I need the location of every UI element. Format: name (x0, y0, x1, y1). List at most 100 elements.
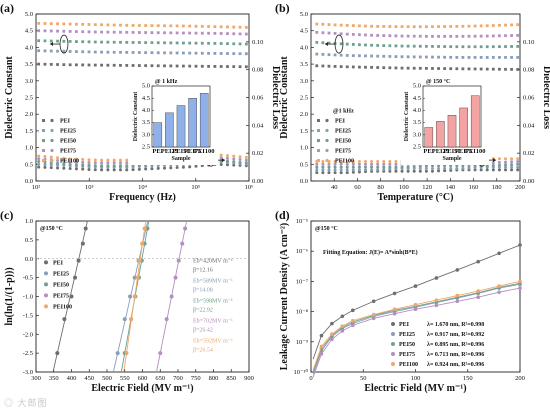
constant-point (498, 45, 501, 49)
inset-bar (459, 107, 468, 148)
eb-label: Eb=598MV m⁻¹ (193, 299, 233, 305)
data-point (319, 352, 324, 356)
legend-square (42, 139, 45, 143)
loss-point (219, 163, 223, 167)
loss-point (376, 160, 380, 164)
loss-point (87, 167, 91, 171)
inset-x-title: Sample (171, 156, 190, 162)
constant-point (449, 55, 453, 59)
constant-point (213, 31, 217, 35)
y2-tick-label: 0.04 (252, 122, 264, 129)
constant-point (315, 30, 319, 34)
loss-point (339, 162, 343, 166)
constant-point (437, 34, 440, 38)
constant-point (449, 45, 453, 49)
constant-point (182, 41, 185, 45)
constant-point (156, 24, 160, 28)
constant-point (62, 63, 66, 67)
y-tick-label: 3.0 (300, 78, 308, 85)
loss-point (351, 160, 355, 164)
inset-category-label: PEI50 (443, 148, 460, 155)
constant-point (81, 22, 85, 26)
constant-point (37, 62, 41, 66)
x-axis-title: Frequency (Hz) (109, 192, 176, 203)
loss-point (62, 156, 66, 160)
constant-point (81, 50, 85, 54)
y-tick-label: 10⁻¹⁰ (294, 368, 309, 376)
panel-label: (d) (275, 208, 290, 222)
constant-point (150, 41, 154, 45)
constant-point (106, 50, 110, 54)
loss-point (232, 157, 236, 161)
constant-point (516, 44, 520, 48)
y2-tick-label: 0.00 (252, 178, 263, 185)
data-point (476, 259, 481, 264)
x-tick-label: 160 (469, 184, 479, 191)
constant-point (315, 22, 319, 26)
x-tick-label: 60 (354, 184, 361, 191)
loss-point (351, 165, 355, 169)
constant-point (424, 55, 428, 59)
data-point (128, 294, 133, 299)
data-point (73, 275, 78, 280)
constant-point (491, 56, 495, 59)
loss-point (106, 164, 110, 168)
fit-curve (312, 283, 521, 375)
constant-point (226, 32, 229, 36)
constant-point (175, 41, 179, 45)
constant-point (473, 34, 477, 38)
legend-label: PEI25 (335, 129, 351, 135)
legend-marker (44, 282, 48, 287)
constant-point (150, 24, 154, 28)
x-axis-title: Electric Field (MV m⁻¹) (364, 383, 466, 394)
constant-point (125, 64, 129, 67)
constant-point (43, 49, 47, 53)
y-axis-title: ln(ln(1/(1-p))) (4, 267, 15, 325)
y-tick-label: 4.0 (300, 44, 308, 51)
constant-point (485, 45, 489, 49)
constant-point (498, 34, 501, 38)
loss-point (357, 160, 361, 164)
loss-point (43, 163, 47, 167)
constant-point (315, 40, 319, 44)
constant-point (43, 22, 47, 25)
inset-y-tick-label: 2.5 (413, 144, 421, 151)
inset-category-label: PEI75 (184, 148, 202, 155)
series-PEI100 (312, 279, 522, 371)
series-PEI25 (315, 52, 520, 172)
constant-point (449, 25, 453, 28)
y-tick-label: 10⁻⁸ (296, 309, 309, 316)
constant-point (376, 54, 380, 58)
data-point (351, 323, 355, 328)
loss-point (376, 165, 380, 169)
constant-point (437, 25, 440, 29)
loss-point (169, 166, 173, 170)
y2-tick-label: 0.08 (523, 67, 534, 74)
loss-point (321, 171, 325, 175)
data-point (124, 351, 129, 356)
panel-label: (b) (275, 1, 290, 15)
data-point (518, 279, 522, 284)
constant-point (339, 53, 343, 57)
constant-point (504, 45, 507, 48)
loss-point (364, 160, 368, 164)
constant-point (56, 39, 59, 43)
constant-point (406, 66, 410, 70)
y-axis-title: Dielectric Constant (279, 56, 290, 139)
data-point (476, 289, 481, 293)
x-tick-label: 0 (309, 375, 312, 382)
constant-point (37, 21, 41, 25)
inset-category-label: PEI (423, 148, 434, 155)
constant-point (370, 43, 373, 47)
panel-label: (a) (0, 1, 14, 15)
loss-point (400, 169, 404, 173)
legend-circle (50, 148, 54, 153)
loss-point (473, 168, 477, 172)
loss-point (418, 169, 422, 173)
loss-point (100, 161, 104, 165)
y-tick-label: 2.5 (25, 95, 33, 102)
constant-point (479, 34, 483, 38)
loss-point (418, 164, 422, 168)
beta-label: β=26.54 (193, 348, 213, 354)
